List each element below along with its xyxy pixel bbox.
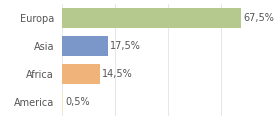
- Text: 0,5%: 0,5%: [65, 97, 90, 107]
- Text: 17,5%: 17,5%: [110, 41, 141, 51]
- Text: 67,5%: 67,5%: [243, 13, 274, 23]
- Bar: [62, 92, 63, 112]
- Bar: [62, 36, 108, 56]
- Text: 14,5%: 14,5%: [102, 69, 133, 79]
- Bar: [62, 8, 241, 28]
- Bar: [62, 64, 100, 84]
